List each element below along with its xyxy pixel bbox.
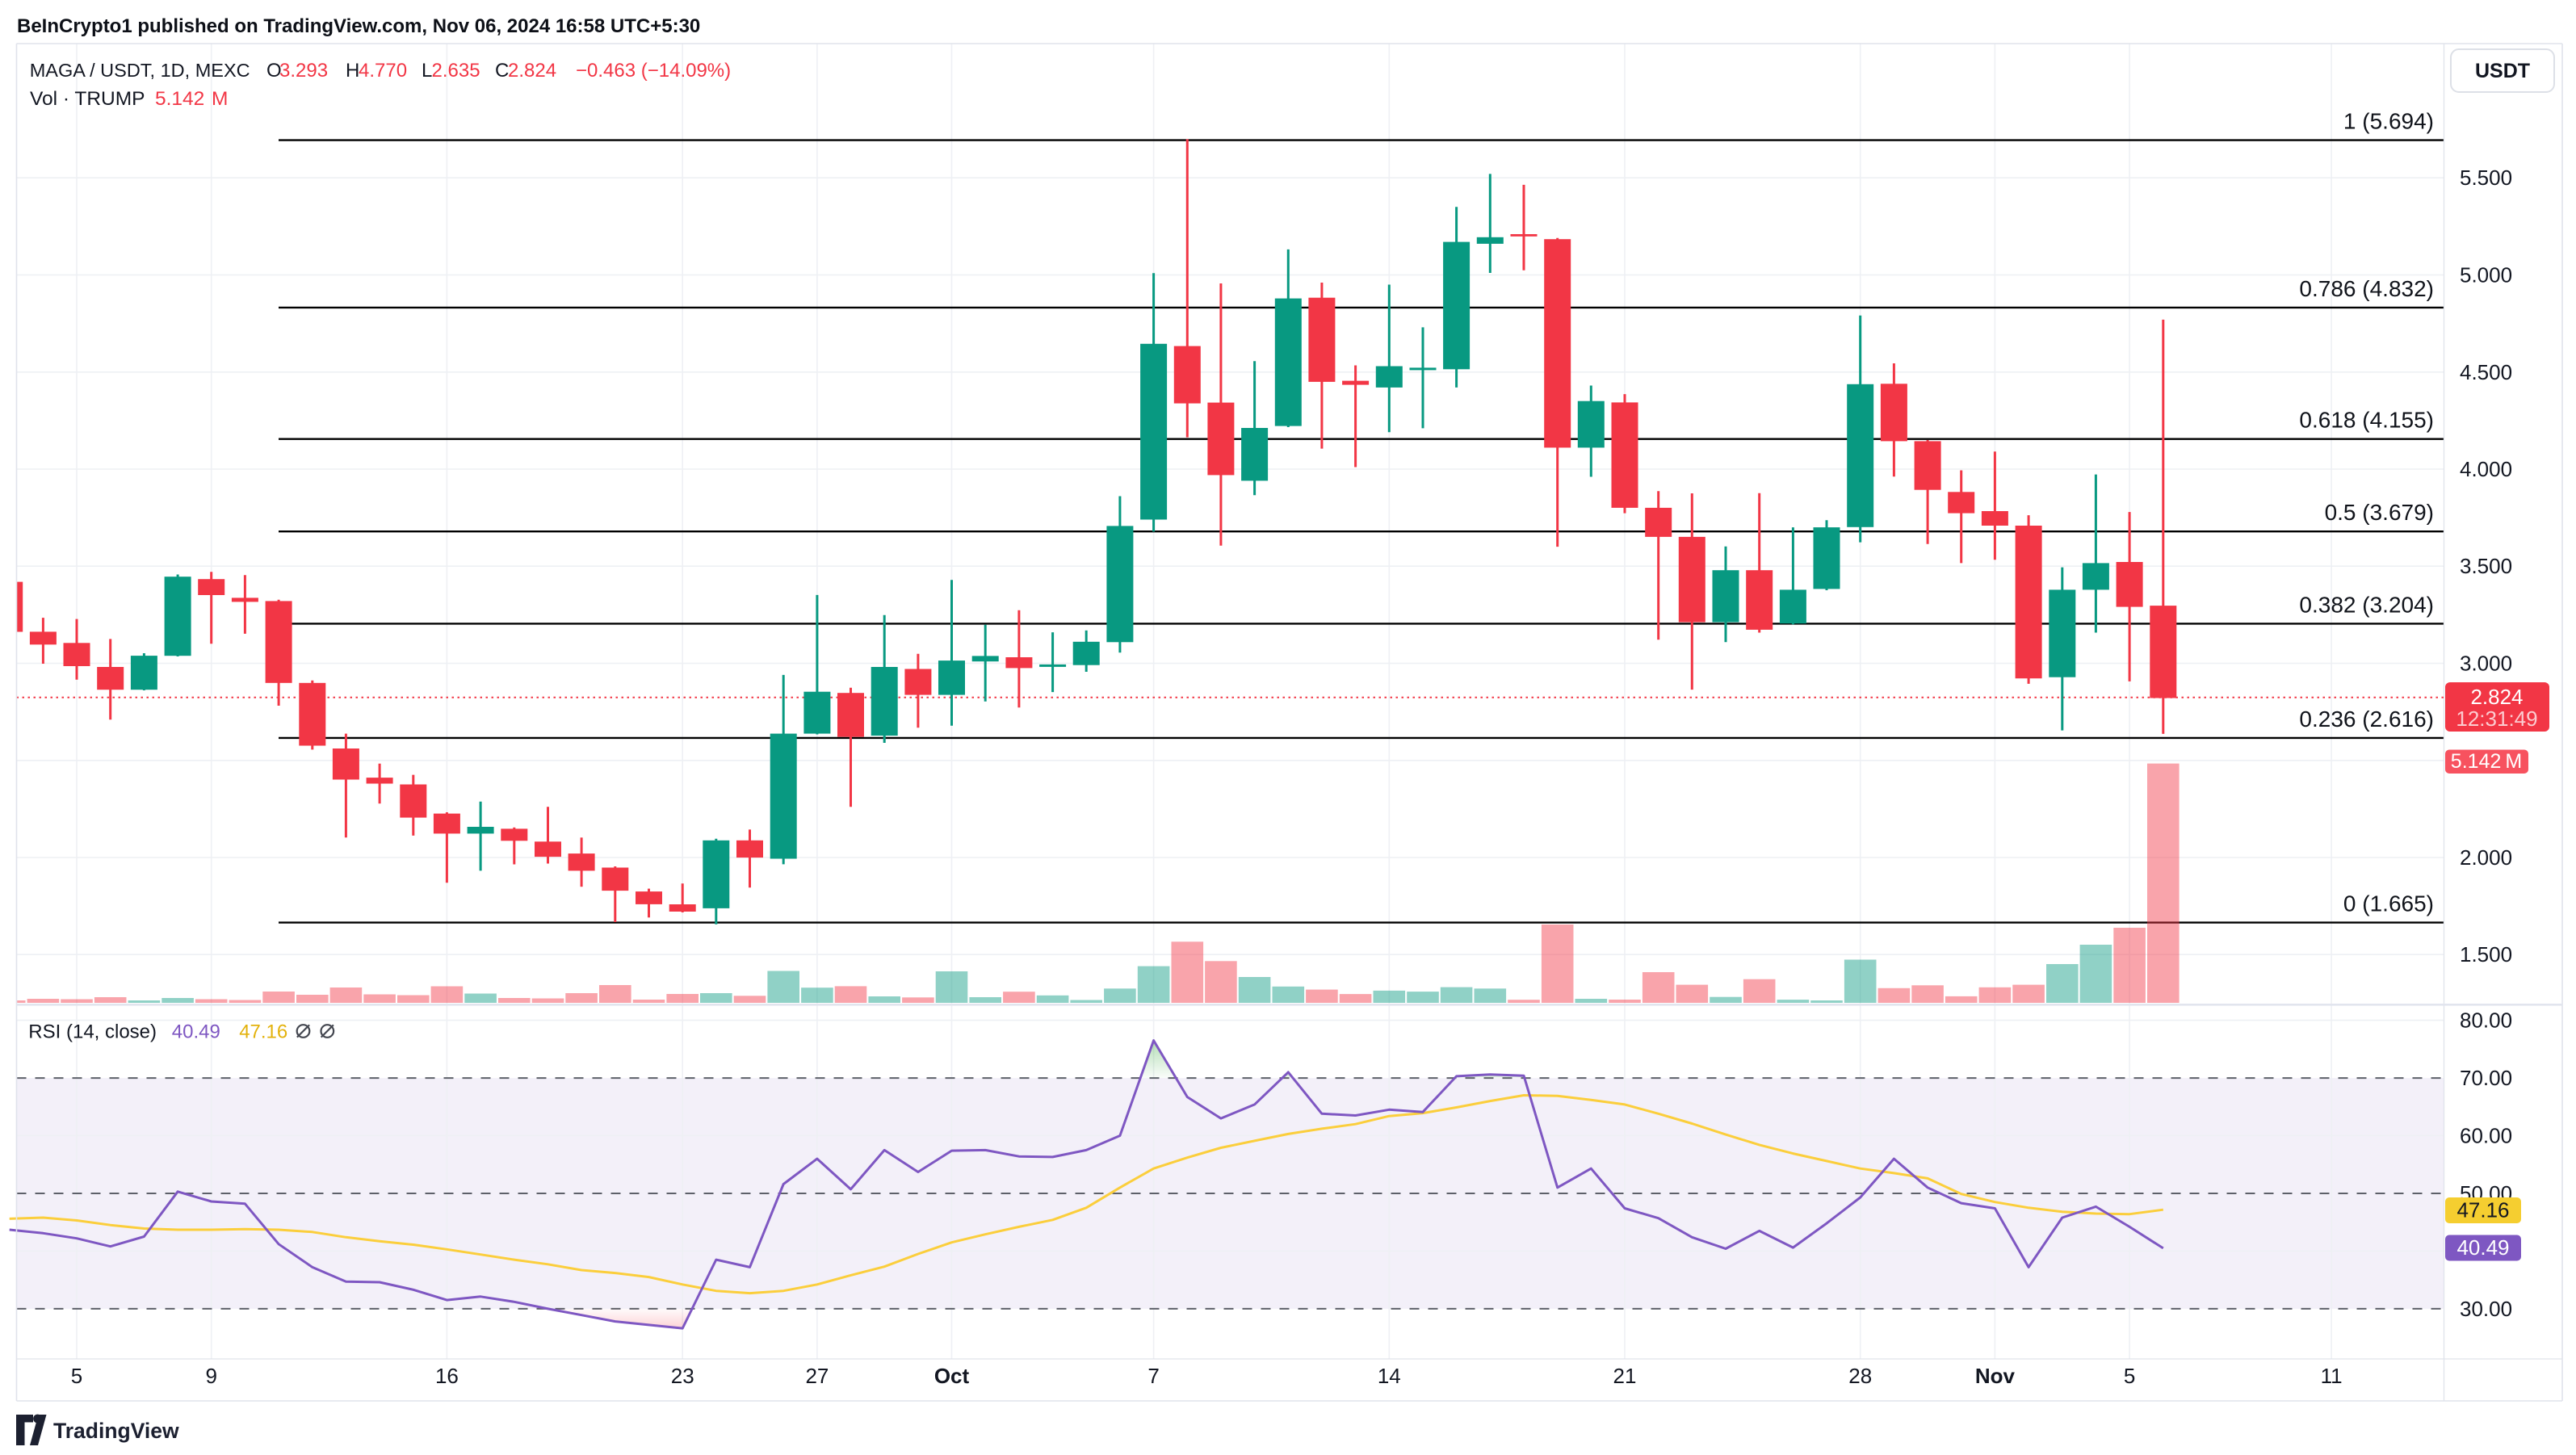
svg-text:5.000: 5.000 [2460,263,2512,287]
svg-text:21: 21 [1613,1364,1637,1388]
svg-text:−0.463 (−14.09%): −0.463 (−14.09%) [576,60,731,82]
svg-text:3.000: 3.000 [2460,652,2512,676]
svg-text:5: 5 [71,1364,82,1388]
svg-text:0 (1.665): 0 (1.665) [2343,891,2434,916]
svg-text:70.00: 70.00 [2460,1066,2512,1090]
svg-text:40.49: 40.49 [172,1021,220,1043]
svg-text:TradingView: TradingView [53,1419,179,1443]
svg-text:4.000: 4.000 [2460,457,2512,481]
svg-text:3.500: 3.500 [2460,554,2512,578]
svg-text:5.500: 5.500 [2460,166,2512,190]
svg-text:30.00: 30.00 [2460,1297,2512,1321]
svg-text:11: 11 [2321,1364,2343,1388]
svg-text:23: 23 [671,1364,694,1388]
svg-text:7: 7 [1147,1364,1159,1388]
svg-text:1.500: 1.500 [2460,942,2512,967]
svg-text:16: 16 [435,1364,459,1388]
svg-text:12:31:49: 12:31:49 [2456,707,2537,731]
svg-text:1 (5.694): 1 (5.694) [2343,109,2434,134]
svg-text:4.770: 4.770 [359,60,407,82]
svg-text:BeInCrypto1 published on Tradi: BeInCrypto1 published on TradingView.com… [17,15,700,37]
svg-text:4.500: 4.500 [2460,360,2512,384]
svg-text:5.142: 5.142 [155,88,204,110]
svg-text:0.618 (4.155): 0.618 (4.155) [2299,408,2434,433]
svg-text:14: 14 [1378,1364,1401,1388]
svg-text:C: C [495,60,509,82]
svg-text:2.635: 2.635 [432,60,480,82]
svg-text:27: 27 [805,1364,829,1388]
svg-text:MAGA / USDT, 1D, MEXC: MAGA / USDT, 1D, MEXC [30,60,250,81]
svg-text:0.382 (3.204): 0.382 (3.204) [2299,592,2434,617]
svg-text:9: 9 [205,1364,216,1388]
svg-text:H: H [346,60,359,82]
svg-text:L: L [422,60,432,82]
svg-text:Oct: Oct [934,1364,970,1388]
svg-text:5: 5 [2124,1364,2135,1388]
svg-text:80.00: 80.00 [2460,1008,2512,1033]
svg-text:0.786 (4.832): 0.786 (4.832) [2299,276,2434,301]
svg-text:47.16: 47.16 [2456,1198,2509,1222]
svg-text:2.824: 2.824 [508,60,556,82]
svg-text:2.000: 2.000 [2460,845,2512,870]
svg-text:60.00: 60.00 [2460,1124,2512,1148]
svg-text:0.236 (2.616): 0.236 (2.616) [2299,707,2434,732]
svg-text:RSI (14, close): RSI (14, close) [28,1021,157,1043]
svg-text:O: O [266,60,282,82]
svg-text:Vol · TRUMP: Vol · TRUMP [30,88,145,110]
svg-text:3.293: 3.293 [279,60,328,82]
svg-text:28: 28 [1848,1364,1872,1388]
svg-text:M: M [212,88,228,110]
svg-text:5.142 M: 5.142 M [2451,750,2522,773]
svg-text:USDT: USDT [2475,60,2530,82]
svg-text:40.49: 40.49 [2456,1235,2509,1260]
svg-text:47.16: 47.16 [239,1021,287,1043]
svg-text:2.824: 2.824 [2470,685,2523,709]
svg-text:0.5 (3.679): 0.5 (3.679) [2325,500,2434,525]
svg-text:Nov: Nov [1975,1364,2016,1388]
